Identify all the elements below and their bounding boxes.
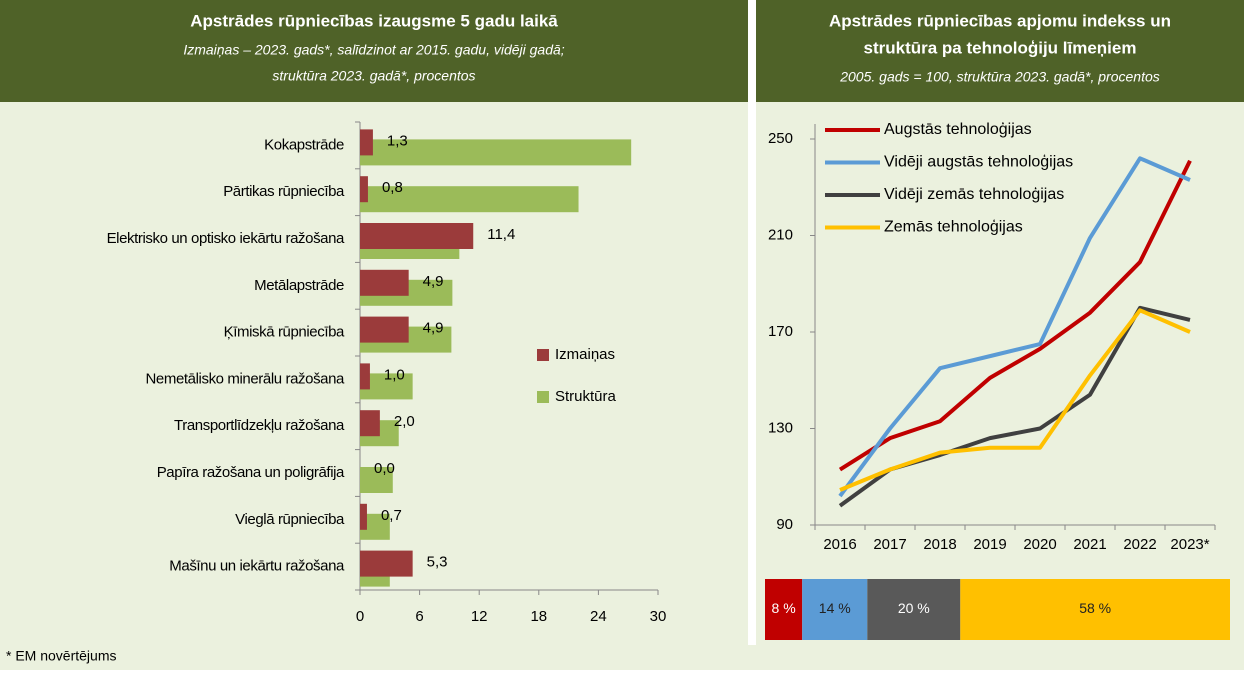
bar-segment	[867, 579, 961, 640]
y-tick-label: Mašīnu un iekārtu ražošana	[169, 558, 345, 575]
left-header	[0, 0, 748, 102]
bar	[360, 410, 380, 437]
data-label: 0,8	[382, 179, 403, 196]
subtitle: 2005. gads = 100, struktūra 2023. gadā*,…	[839, 69, 1160, 85]
y-tick-label: 90	[776, 516, 793, 533]
y-tick-label: Papīra ražošana un poligrāfija	[157, 464, 345, 481]
bar	[360, 269, 409, 296]
legend-label: Vidēji augstās tehnoloģijas	[884, 153, 1073, 171]
subtitle: Izmaiņas – 2023. gads*, salīdzinot ar 20…	[183, 42, 564, 58]
x-tick-label: 6	[415, 608, 423, 625]
bar-segment	[802, 579, 868, 640]
line	[839, 308, 1191, 492]
x-tick-label: 2021	[1073, 536, 1106, 553]
data-label: 4,9	[423, 273, 444, 290]
data-label: 8 %	[772, 600, 796, 616]
bar	[360, 467, 393, 493]
data-label: 1,3	[387, 132, 408, 149]
footnote: * EM novērtējums	[6, 648, 116, 664]
line	[838, 159, 1192, 472]
bar	[360, 139, 632, 166]
data-label: 2,0	[394, 413, 415, 430]
y-tick-label: 170	[768, 323, 793, 340]
title: Apstrādes rūpniecības izaugsme 5 gadu la…	[190, 11, 558, 30]
title: struktūra pa tehnoloģiju līmeņiem	[864, 38, 1137, 57]
gap	[748, 0, 756, 645]
y-tick-label: Transportlīdzekļu ražošana	[174, 417, 345, 434]
bar	[360, 503, 367, 530]
y-tick-label: Elektrisko un optisko iekārtu ražošana	[107, 230, 345, 247]
y-tick-label: Nemetālisko minerālu ražošana	[146, 370, 346, 387]
bar	[360, 550, 413, 577]
y-tick-label: Pārtikas rūpniecība	[223, 183, 345, 200]
y-tick-label: Metālapstrāde	[254, 277, 344, 294]
subtitle: struktūra 2023. gadā*, procentos	[272, 68, 475, 84]
x-tick-label: 0	[356, 608, 364, 625]
x-tick-label: 2016	[823, 536, 856, 553]
legend-label: Izmaiņas	[555, 346, 615, 363]
x-tick-label: 18	[530, 608, 547, 625]
x-tick-label: 2018	[923, 536, 956, 553]
y-tick-label: Ķīmiskā rūpniecība	[224, 324, 345, 341]
right-header	[756, 0, 1244, 102]
legend-swatch	[537, 391, 549, 403]
bar	[360, 129, 373, 156]
bar	[360, 176, 368, 203]
x-tick-label: 2017	[873, 536, 906, 553]
bar	[360, 363, 370, 390]
y-tick-label: 130	[768, 419, 793, 436]
data-label: 14 %	[819, 600, 851, 616]
bar-segment	[765, 579, 803, 640]
y-tick-label: 250	[768, 130, 793, 147]
legend-label: Augstās tehnoloģijas	[884, 120, 1032, 138]
line	[838, 156, 1191, 498]
data-label: 0,0	[374, 460, 395, 477]
data-label: 20 %	[898, 600, 930, 616]
y-tick-label: Kokapstrāde	[264, 136, 344, 153]
data-label: 11,4	[487, 226, 515, 243]
y-tick-label: 210	[768, 226, 793, 243]
y-tick-label: Vieglā rūpniecība	[235, 511, 345, 528]
data-label: 5,3	[427, 554, 448, 571]
x-tick-label: 2019	[973, 536, 1006, 553]
x-tick-label: 2022	[1123, 536, 1156, 553]
legend-label: Zemās tehnoloģijas	[884, 218, 1023, 236]
bar	[360, 316, 409, 343]
data-label: 58 %	[1079, 600, 1111, 616]
legend-swatch	[537, 349, 549, 361]
x-tick-label: 30	[650, 608, 667, 625]
bar	[360, 186, 579, 213]
title: Apstrādes rūpniecības apjomu indekss un	[829, 11, 1171, 30]
bar	[360, 223, 474, 249]
legend-label: Vidēji zemās tehnoloģijas	[884, 185, 1064, 203]
data-label: 1,0	[384, 366, 405, 383]
data-label: 4,9	[423, 320, 444, 337]
bar-segment	[960, 579, 1230, 640]
x-tick-label: 2023*	[1170, 536, 1209, 553]
x-tick-label: 24	[590, 608, 607, 625]
legend-label: Struktūra	[555, 388, 617, 405]
data-label: 0,7	[381, 507, 402, 524]
x-tick-label: 2020	[1023, 536, 1056, 553]
x-tick-label: 12	[471, 608, 488, 625]
